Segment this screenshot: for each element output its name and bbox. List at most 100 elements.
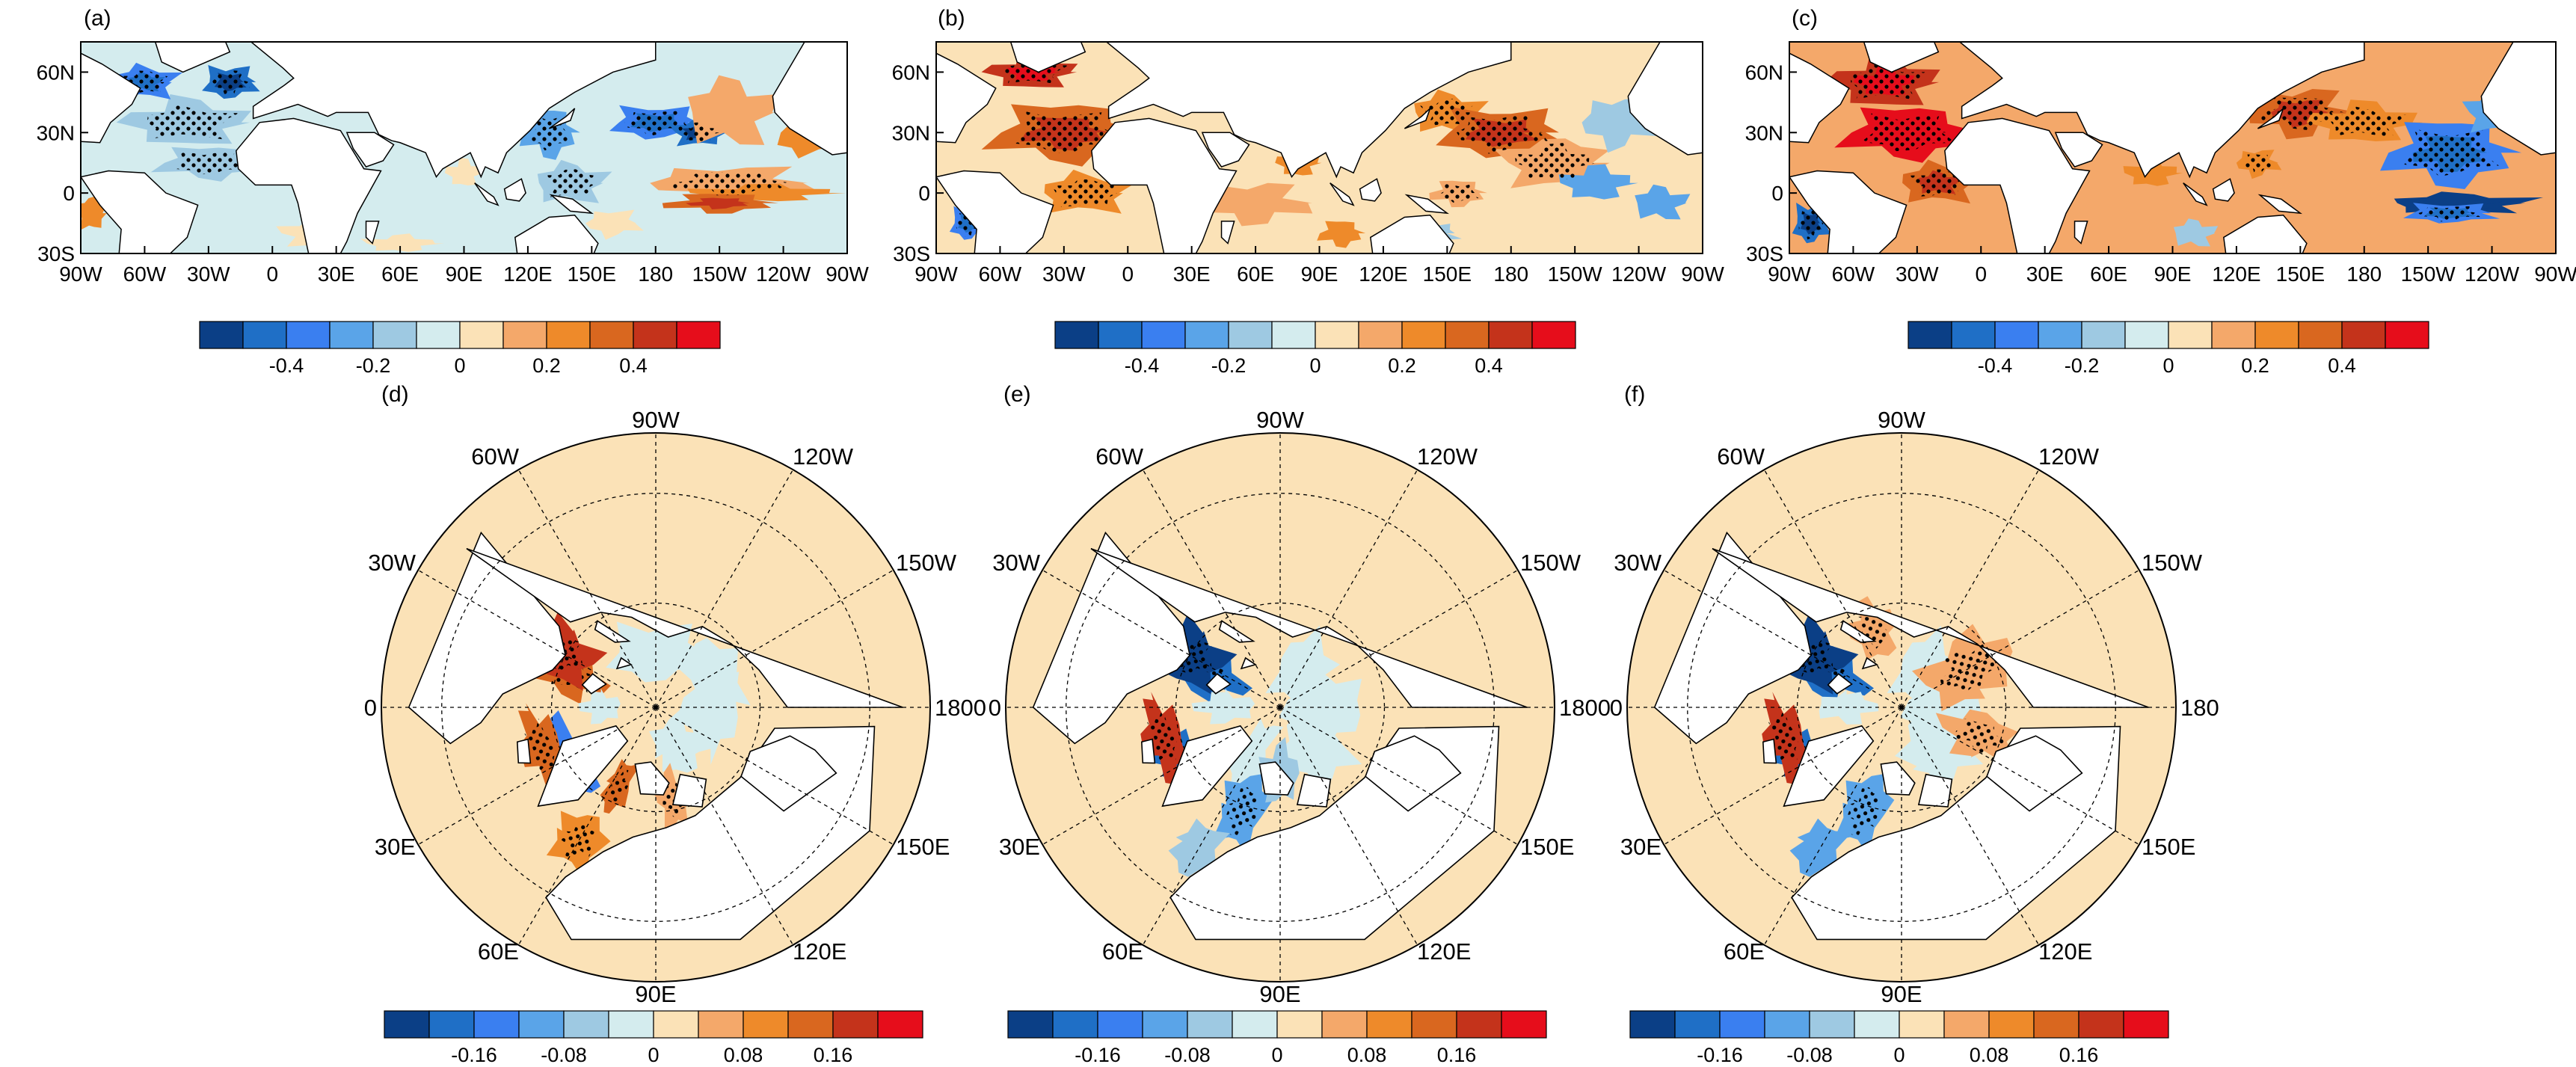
land-mass [594,620,631,643]
land-mass [345,132,395,168]
lat-tick-label: 60N [892,61,930,84]
anomaly-patch [578,688,621,725]
colorbar-swatch [2033,1010,2079,1039]
colorbar-swatch [1809,1010,1855,1039]
colorbar-swatch [1315,321,1359,349]
lon-tick-label: 60W [979,262,1022,286]
colorbar-swatch [2123,1010,2169,1039]
lon-label-30E: 30E [999,834,1040,860]
lon-label-90E: 90E [1259,981,1300,1007]
colorbar-swatch [1501,1010,1547,1039]
colorbar-label: -0.4 [1125,354,1160,377]
colorbar-swatch [2081,321,2126,349]
colorbar-swatch [1764,1010,1810,1039]
lon-tick-label: 90W [914,262,958,286]
meridian [1142,707,1281,946]
panel-label-d: (d) [381,382,409,407]
lon-label-30E: 30E [1620,834,1662,860]
lon-label-150W: 150W [2142,550,2203,576]
colorbar-swatch [1943,1010,1990,1039]
polar-labels-f: 90W 120W 150W 180 150E 120E 90E 60E 30E … [1610,407,2219,1007]
colorbar-label: 0.08 [1347,1044,1387,1066]
land-mass [1789,52,1850,179]
colorbar-swatch [1228,321,1273,349]
meridian [1901,707,2040,946]
lon-tick-label: 90W [1768,262,1811,286]
lon-label-150E: 150E [1520,834,1574,860]
parallel [1687,493,2116,922]
panel-label-c: (c) [1792,6,1818,31]
significance-stipple [2258,97,2344,131]
significance-stipple [1908,169,1967,197]
land-mass [1105,42,1512,179]
colorbar-swatch [286,321,331,349]
polar-map-d [381,432,931,983]
lon-tick-label: 60E [1237,262,1274,286]
significance-stipple [1439,183,1479,203]
lon-tick-label: 60E [381,262,419,286]
anomaly-patch [2061,208,2158,242]
polar-map-f [1626,432,2177,983]
lon-label-30W: 30W [368,550,416,576]
land-mass [549,194,594,215]
land-mass [516,738,532,764]
lon-label-30E: 30E [375,834,416,860]
colorbar-label: 0 [1893,1044,1905,1066]
lat-tick-label: 30S [893,242,930,265]
land-mass [1917,773,1953,808]
lon-label-60E: 60E [1102,938,1143,965]
colorbar-label: 0.2 [532,354,561,377]
land-mass [1627,42,1703,156]
colorbar-swatch [502,321,547,349]
land-mass [1712,547,2149,708]
colorbar-swatch [743,1010,789,1039]
lon-tick-label: 90E [2154,262,2192,286]
colorbar-swatch [563,1010,609,1039]
lon-label-150E: 150E [2142,834,2195,860]
lon-tick-label: 90W [1681,262,1724,286]
colorbar-swatch [242,321,287,349]
lat-tick-label: 30S [1746,242,1783,265]
panel-label-a: (a) [84,6,111,31]
lon-tick-label: 120E [2212,262,2260,286]
land-mass [2257,108,2284,129]
colorbar-swatch [2124,321,2169,349]
colorbar-swatch [1142,1010,1188,1039]
land-mass [1861,657,1878,670]
significance-stipple [624,111,691,137]
land-mass [1330,182,1355,206]
colorbar-label: 0 [1271,1044,1282,1066]
colorbar-swatch [1899,1010,1945,1039]
lon-tick-label: 90E [446,262,483,286]
land-mass [2054,132,2103,168]
land-mass [503,178,526,202]
colorbar-swatch [1141,321,1186,349]
meridian [1279,707,1418,946]
lon-label-180: 180 [2180,695,2219,721]
lat-tick-label: 30S [37,242,75,265]
lon-tick-label: 150E [1423,262,1472,286]
lon-label-60E: 60E [478,938,519,965]
anomaly-patch [360,233,444,252]
colorbar-label: 0.4 [619,354,648,377]
meridian [655,707,794,946]
colorbar-swatch [459,321,504,349]
lon-label-90E: 90E [1881,981,1922,1007]
colorbar-swatch [1097,1010,1143,1039]
lon-label-60E: 60E [1724,938,1765,965]
colorbar-a: -0.4 -0.2 0 0.2 0.4 [199,321,721,377]
significance-stipple [212,70,250,96]
anomaly-patch [606,621,710,683]
colorbar-label: -0.4 [269,354,304,377]
colorbar-label: -0.4 [1978,354,2013,377]
significance-stipple [2329,106,2409,137]
colorbar-swatch [1411,1010,1457,1039]
colorbar-swatch [832,1010,879,1039]
colorbar-swatch [1366,1010,1413,1039]
colorbar-swatch [2168,321,2213,349]
colorbar-d: -0.16 -0.08 0 0.08 0.16 [384,1010,923,1066]
land-mass [1201,132,1250,168]
land-mass [1863,42,1940,73]
significance-stipple [1226,787,1259,836]
